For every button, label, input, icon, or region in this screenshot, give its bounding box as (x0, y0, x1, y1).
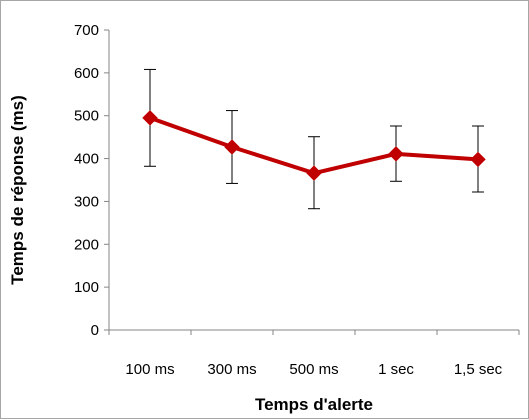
y-tick-labels: 0 100 200 300 400 500 600 700 (74, 22, 99, 339)
y-tick-label: 0 (91, 322, 99, 339)
series-markers (142, 110, 486, 181)
x-tick-labels: 100 ms 300 ms 500 ms 1 sec 1,5 sec (125, 361, 502, 378)
data-point-marker (470, 151, 486, 168)
x-axis-title: Temps d'alerte (255, 395, 373, 414)
y-tick-label: 200 (74, 236, 99, 253)
data-point-marker (142, 110, 158, 126)
data-point-marker (388, 146, 404, 162)
x-tick-label: 500 ms (289, 361, 338, 378)
data-point-marker (224, 139, 240, 155)
x-tick-label: 1 sec (378, 361, 414, 378)
y-tick-label: 700 (74, 22, 99, 39)
y-tick-label: 300 (74, 193, 99, 210)
error-bars (144, 68, 484, 210)
x-tick-label: 1,5 sec (454, 361, 503, 378)
y-tick-label: 600 (74, 65, 99, 82)
axes (104, 29, 520, 335)
y-tick-label: 100 (74, 279, 99, 296)
data-point-marker (306, 165, 322, 181)
y-tick-label: 400 (74, 151, 99, 168)
x-tick-label: 300 ms (207, 361, 256, 378)
x-tick-label: 100 ms (125, 361, 174, 378)
y-tick-label: 500 (74, 108, 99, 125)
y-axis-title: Temps de réponse (ms) (8, 95, 27, 285)
